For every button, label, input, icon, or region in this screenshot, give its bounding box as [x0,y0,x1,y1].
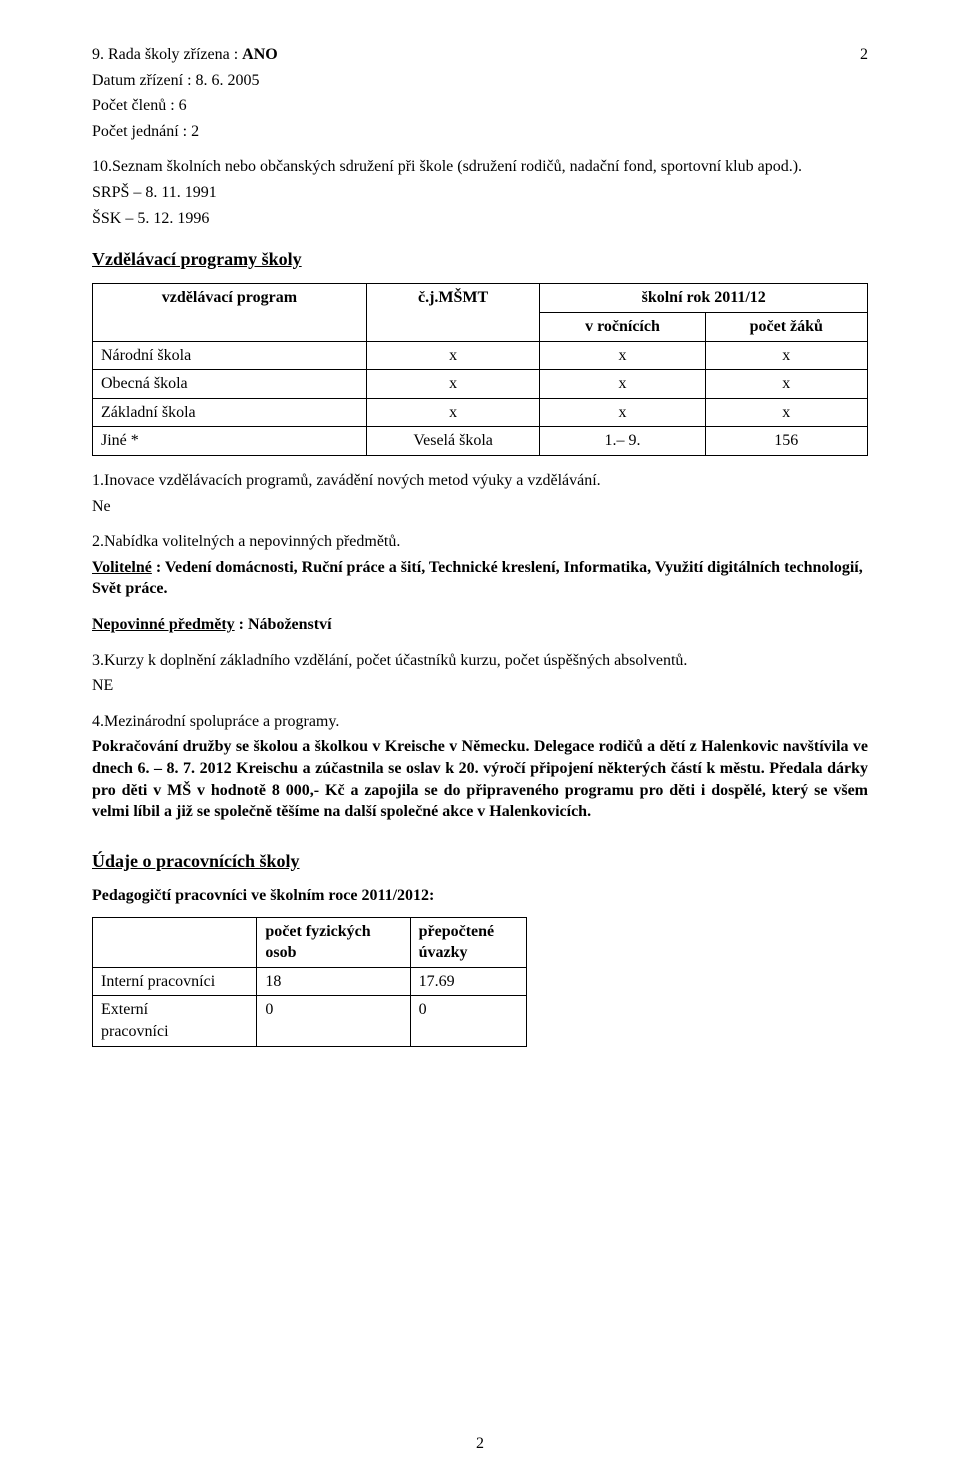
line9-value: ANO [242,46,278,63]
p10-line3: ŠSK – 5. 12. 1996 [92,208,868,230]
table-row: Obecná škola x x x [93,370,868,399]
cell: x [366,341,540,370]
staff-table: počet fyzickýchosob přepočtenéúvazky Int… [92,917,527,1047]
th-uvazky: přepočtenéúvazky [410,917,526,967]
p4-line1: 4.Mezinárodní spolupráce a programy. [92,711,868,733]
page-number-bottom: 2 [0,1433,960,1455]
nepovinne-value: : Náboženství [235,616,332,633]
cell: 156 [705,427,867,456]
header-block: 9. Rada školy zřízena : ANO Datum zřízen… [92,44,868,142]
section-title-programs: Vzdělávací programy školy [92,247,868,271]
p1-line1: 1.Inovace vzdělávacích programů, zaváděn… [92,470,868,492]
cell: x [366,370,540,399]
cell: x [540,370,705,399]
th-pocet-zaku: počet žáků [705,313,867,342]
cell: x [705,398,867,427]
cell: Externípracovníci [93,996,257,1046]
th-program: vzdělávací program [93,284,367,341]
cell: x [705,370,867,399]
cell: x [540,398,705,427]
cell: 18 [257,967,410,996]
p2-volitelne-label: Volitelné [92,559,152,576]
paragraph-10: 10.Seznam školních nebo občanských sdruž… [92,156,868,229]
th-empty [93,917,257,967]
p2-line1: 2.Nabídka volitelných a nepovinných před… [92,531,868,553]
p10-line2: SRPŠ – 8. 11. 1991 [92,182,868,204]
th-cj: č.j.MŠMT [366,284,540,341]
point-3: 3.Kurzy k doplnění základního vzdělání, … [92,650,868,697]
p1-line2: Ne [92,496,868,518]
line9-prefix: 9. Rada školy zřízena : [92,46,242,63]
meetings-count: Počet jednání : 2 [92,121,868,143]
point-2: 2.Nabídka volitelných a nepovinných před… [92,531,868,600]
cell: Veselá škola [366,427,540,456]
table-row: Interní pracovníci 18 17.69 [93,967,527,996]
cell: 0 [410,996,526,1046]
point-1: 1.Inovace vzdělávacích programů, zaváděn… [92,470,868,517]
cell: 17.69 [410,967,526,996]
nepovinne-label: Nepovinné předměty [92,616,235,633]
table-row: Externípracovníci 0 0 [93,996,527,1046]
p3-line1: 3.Kurzy k doplnění základního vzdělání, … [92,650,868,672]
th-year: školní rok 2011/12 [540,284,868,313]
p4-body: Pokračování družby se školou a školkou v… [92,736,868,822]
cell: Základní škola [93,398,367,427]
section-title-staff: Údaje o pracovnících školy [92,849,868,873]
page-number-top: 2 [860,44,868,66]
point-4: 4.Mezinárodní spolupráce a programy. Pok… [92,711,868,823]
members-count: Počet členů : 6 [92,95,868,117]
p10-line1: 10.Seznam školních nebo občanských sdruž… [92,156,868,178]
th-osoby: počet fyzickýchosob [257,917,410,967]
table-row: Národní škola x x x [93,341,868,370]
cell: Obecná škola [93,370,367,399]
cell: x [366,398,540,427]
ped-subtitle: Pedagogičtí pracovníci ve školním roce 2… [92,885,868,907]
cell: x [540,341,705,370]
cell: 1.– 9. [540,427,705,456]
cell: 0 [257,996,410,1046]
table-row: Základní škola x x x [93,398,868,427]
p2-volitelne-list: : Vedení domácnosti, Ruční práce a šití,… [92,559,863,598]
programs-table: vzdělávací program č.j.MŠMT školní rok 2… [92,283,868,456]
cell: x [705,341,867,370]
point-nepovinne: Nepovinné předměty : Náboženství [92,614,868,636]
th-rocniky: v ročnících [540,313,705,342]
date-established: Datum zřízení : 8. 6. 2005 [92,70,868,92]
cell: Národní škola [93,341,367,370]
cell: Jiné * [93,427,367,456]
table-row: Jiné * Veselá škola 1.– 9. 156 [93,427,868,456]
p3-line2: NE [92,675,868,697]
cell: Interní pracovníci [93,967,257,996]
